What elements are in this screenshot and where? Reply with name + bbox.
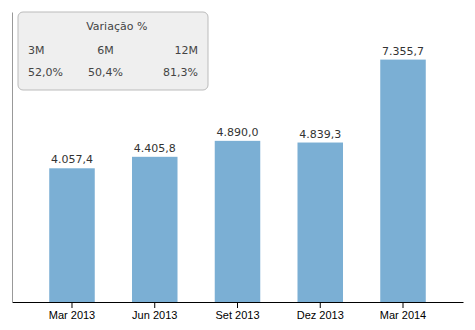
info-box-title: Variação % <box>86 20 147 33</box>
x-tick-label: Set 2013 <box>215 309 259 321</box>
chart: 4.057,4 4.405,8 4.890,0 4.839,3 7.355,7 Mar 2… <box>0 0 475 330</box>
data-label: 4.890,0 <box>217 126 259 139</box>
x-tick-label: Jun 2013 <box>132 309 177 321</box>
bar <box>132 157 178 302</box>
bar <box>215 141 261 302</box>
x-tick-mark <box>71 302 72 308</box>
x-tick-label: Mar 2014 <box>380 309 426 321</box>
x-tick-mark <box>237 302 238 308</box>
info-box-label: 6M <box>97 44 114 57</box>
x-tick-label: Mar 2013 <box>49 309 95 321</box>
info-box-label: 3M <box>28 44 45 57</box>
data-label: 4.057,4 <box>51 153 93 166</box>
x-tick: Dez 2013 <box>297 302 344 321</box>
x-tick-mark <box>403 302 404 308</box>
x-tick: Jun 2013 <box>132 302 177 321</box>
info-box: Variação % 3M 6M 12M 52,0% 50,4% 81,3% <box>18 12 208 90</box>
data-label: 4.405,8 <box>134 142 176 155</box>
bars <box>49 60 426 302</box>
info-box-value: 50,4% <box>88 66 123 79</box>
x-tick-mark <box>154 302 155 308</box>
x-tick: Mar 2014 <box>380 302 426 321</box>
x-tick-mark <box>320 302 321 308</box>
info-box-frame <box>18 12 208 90</box>
x-tick: Mar 2013 <box>49 302 95 321</box>
x-axis: Mar 2013 Jun 2013 Set 2013 Dez 2013 Mar 2014 <box>13 302 464 321</box>
data-label: 4.839,3 <box>299 128 341 141</box>
data-label: 7.355,7 <box>382 45 424 58</box>
info-box-value: 52,0% <box>28 66 63 79</box>
y-axis <box>12 13 13 303</box>
y-axis-line <box>12 13 13 303</box>
x-tick: Set 2013 <box>215 302 259 321</box>
info-box-value: 81,3% <box>163 66 198 79</box>
bar <box>49 168 95 302</box>
bar <box>297 143 343 302</box>
plot-area: 4.057,4 4.405,8 4.890,0 4.839,3 7.355,7 Mar 2… <box>13 12 464 321</box>
bar <box>380 60 426 302</box>
x-tick-label: Dez 2013 <box>297 309 344 321</box>
info-box-label: 12M <box>175 44 199 57</box>
